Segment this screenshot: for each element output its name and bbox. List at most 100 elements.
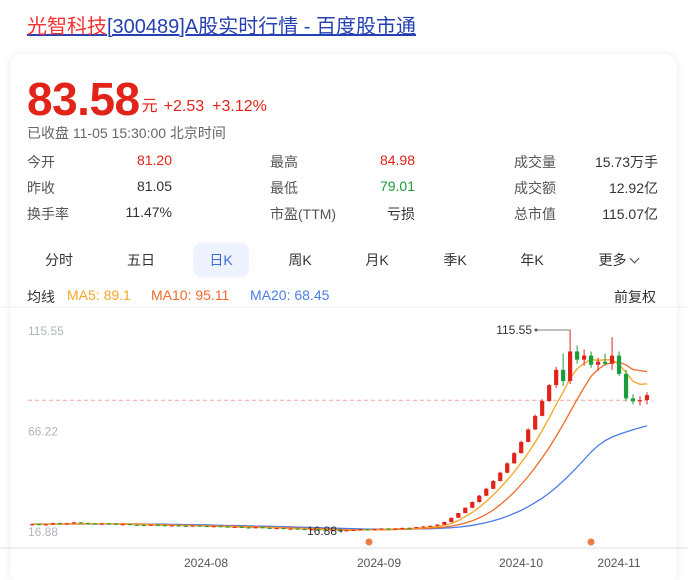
chart-period-tabs: 分时 五日 日K 周K 月K 季K 年K 更多: [27, 243, 667, 277]
candle-body: [372, 529, 377, 531]
candle-body: [498, 472, 503, 482]
candle-body: [379, 528, 384, 530]
tab-5[interactable]: 季K: [443, 252, 467, 268]
candle-body: [162, 525, 167, 527]
candle-body: [204, 526, 209, 528]
candle-body: [609, 355, 615, 364]
adjust-mode-button[interactable]: 前复权: [614, 289, 656, 305]
candle-body: [99, 523, 104, 525]
stat-label: 总市值: [514, 206, 556, 222]
candle-body: [211, 526, 216, 528]
current-price: 83.58: [27, 73, 140, 125]
candle-body: [519, 441, 524, 454]
candle-body: [190, 525, 195, 527]
stat-label: 今开: [27, 154, 55, 170]
candle-body: [274, 528, 279, 530]
candle-body: [155, 524, 160, 526]
candle-body: [616, 355, 622, 374]
candle-body: [218, 526, 223, 528]
stat-label: 市盈(TTM): [270, 206, 337, 222]
price-unit: 元: [141, 98, 158, 115]
stat-label: 最高: [270, 154, 298, 170]
candle-body: [288, 528, 293, 530]
ma20-line: [32, 425, 648, 530]
candle-body: [148, 524, 153, 526]
candle-body: [595, 361, 601, 365]
tab-2[interactable]: 日K: [193, 243, 249, 277]
candle-body: [71, 522, 77, 524]
candle-body: [183, 525, 188, 527]
market-status: 已收盘 11-05 15:30:00 北京时间: [27, 125, 226, 141]
candle-body: [386, 528, 391, 530]
candle-body: [407, 527, 412, 529]
candle-body: [260, 527, 265, 529]
quote-card: [10, 54, 677, 580]
candle-body: [120, 524, 125, 526]
ma10-legend: MA10: 95.11: [151, 287, 230, 303]
x-axis-label: 2024-09: [357, 556, 401, 570]
candle-body: [477, 495, 482, 503]
stat-label: 最低: [270, 180, 298, 196]
candle-body: [323, 529, 328, 531]
candle-body: [358, 529, 363, 531]
price-row: 83.58 元 +2.53 +3.12%: [27, 72, 267, 122]
candle-body: [512, 453, 517, 464]
price-change-percent: +3.12%: [212, 98, 267, 115]
candle-body: [568, 351, 573, 382]
ma5-legend: MA5: 89.1: [67, 287, 131, 303]
candle-body: [505, 463, 510, 473]
candle-body: [602, 361, 608, 364]
page-title-link[interactable]: 光智科技[300489]A股实时行情 - 百度股市通: [27, 10, 416, 39]
stat-value: 84.98: [379, 152, 415, 168]
candle-body: [113, 523, 118, 525]
x-axis-label: 2024-11: [597, 556, 640, 570]
low-annotation-dot: [339, 529, 343, 533]
candle-body: [442, 521, 447, 525]
candle-body: [484, 488, 489, 496]
candle-body: [197, 525, 202, 527]
page-title-rest: [300489]A股实时行情 - 百度股市通: [107, 16, 416, 38]
stat-label: 成交量: [514, 154, 556, 170]
stat-label: 换手率: [27, 206, 69, 222]
y-axis-label: 115.55: [28, 324, 64, 338]
ma-label: 均线: [27, 289, 55, 305]
candle-body: [421, 526, 426, 528]
candle-body: [344, 530, 349, 532]
candle-body: [106, 523, 111, 525]
candle-body: [365, 529, 370, 531]
candle-body: [435, 524, 440, 526]
tab-3[interactable]: 周K: [288, 252, 312, 268]
candle-body: [554, 369, 559, 386]
y-axis-label: 66.22: [28, 424, 58, 438]
candle-body: [50, 523, 56, 525]
candle-body: [547, 385, 552, 401]
candle-body: [588, 355, 594, 365]
stat-value: 12.92亿: [608, 180, 658, 196]
tab-0[interactable]: 分时: [45, 252, 73, 268]
tab-4[interactable]: 月K: [365, 252, 389, 268]
candle-body: [393, 528, 398, 530]
candle-body: [239, 526, 244, 528]
candle-body: [78, 522, 84, 524]
candle-body: [43, 524, 49, 526]
tab-6[interactable]: 年K: [520, 252, 544, 268]
candle-body: [316, 529, 321, 531]
candle-body: [29, 524, 35, 526]
candle-body: [463, 507, 468, 514]
candle-body: [309, 529, 314, 531]
x-axis-label: 2024-10: [499, 556, 543, 570]
kline-chart[interactable]: 115.55 66.22 16.88 115.55 16.88 2024-08 2024-0…: [0, 305, 688, 580]
candle-body: [533, 415, 538, 430]
candle-body: [561, 369, 566, 382]
candle-body: [351, 529, 356, 531]
candle-body: [134, 524, 139, 526]
candle-body: [330, 530, 335, 532]
tab-1[interactable]: 五日: [127, 252, 155, 268]
candle-body: [246, 527, 251, 529]
stat-value: 115.07亿: [602, 206, 658, 222]
stat-value: 81.05: [136, 178, 172, 194]
low-annotation-label: 16.88: [307, 524, 337, 538]
candle-body: [630, 398, 636, 402]
event-marker: [365, 538, 373, 546]
tab-7[interactable]: 更多: [590, 243, 646, 277]
